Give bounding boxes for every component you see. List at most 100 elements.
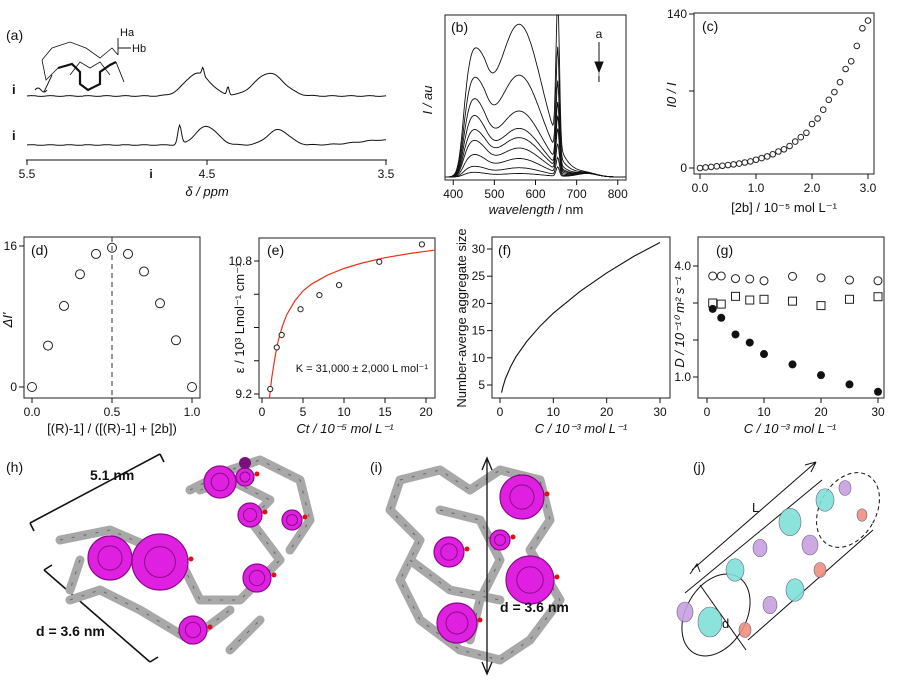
oxygen-atom bbox=[254, 471, 260, 477]
data-point bbox=[730, 161, 737, 168]
length-bracket bbox=[29, 453, 161, 524]
x-tick-label: 0.0 bbox=[24, 405, 41, 419]
open-square-point bbox=[716, 299, 726, 309]
orbital-lobe bbox=[752, 538, 768, 558]
data-point bbox=[763, 153, 771, 160]
data-point bbox=[842, 65, 849, 73]
length-label: 5.1 nm bbox=[90, 467, 134, 483]
y-axis-title: I0 / I bbox=[664, 82, 679, 108]
x-tick-label: 10 bbox=[757, 405, 771, 419]
y-tick-label: 140 bbox=[667, 7, 687, 21]
x-tick-label: 700 bbox=[567, 187, 587, 201]
fullerene-cage bbox=[509, 484, 535, 510]
data-point bbox=[814, 115, 821, 122]
fullerene-cage bbox=[239, 471, 251, 483]
backbone-detail bbox=[69, 559, 261, 651]
fullerene-cage bbox=[97, 545, 123, 571]
data-point bbox=[267, 385, 274, 393]
orbital-lobe bbox=[815, 488, 835, 512]
emission-spectra bbox=[445, 14, 626, 178]
x-tick-label: 10 bbox=[547, 405, 561, 419]
y-tick-label: 1.0 bbox=[674, 370, 691, 384]
orbital-lobe bbox=[856, 508, 868, 522]
data-point bbox=[864, 17, 872, 24]
data-point bbox=[853, 42, 861, 50]
open-square-point bbox=[873, 292, 883, 302]
fullerene bbox=[203, 465, 237, 499]
x-tick-label: 0.0 bbox=[692, 181, 709, 195]
fit-curve bbox=[268, 249, 435, 399]
backbone-detail bbox=[439, 509, 501, 641]
panel-h: (h) 5.1 nm d = 3.6 nm bbox=[6, 453, 315, 663]
orbital-lobe bbox=[725, 558, 745, 582]
open-square-point bbox=[816, 301, 826, 311]
x-tick-label: 30 bbox=[871, 405, 885, 419]
hb-label: Hb bbox=[132, 43, 146, 55]
data-point bbox=[43, 340, 53, 351]
x-tick-label: 20 bbox=[814, 405, 828, 419]
fullerene-cage bbox=[440, 543, 458, 561]
fullerene bbox=[87, 535, 133, 581]
fullerene bbox=[242, 563, 272, 593]
data-point bbox=[171, 335, 181, 346]
data-point bbox=[741, 159, 749, 166]
filled-circle-point bbox=[874, 387, 882, 396]
x-tick-label: 0 bbox=[497, 405, 504, 419]
data-point bbox=[59, 300, 69, 311]
fullerene-cage bbox=[242, 507, 258, 523]
data-point bbox=[91, 248, 101, 259]
diameter-label: d bbox=[722, 616, 729, 631]
plot-frame bbox=[491, 236, 671, 399]
panel-c-label: (c) bbox=[702, 18, 718, 34]
panel-j: (j) L d bbox=[676, 459, 880, 657]
x-tick-label: 1.0 bbox=[184, 405, 201, 419]
orbital-lobe bbox=[785, 578, 805, 602]
molecular-model bbox=[55, 455, 315, 655]
orbital-lobe bbox=[697, 606, 723, 638]
oxygen-atom bbox=[554, 574, 560, 580]
y-axis-title: ΔI' bbox=[0, 312, 15, 328]
data-point bbox=[696, 164, 704, 172]
y-axis-title: D / 10⁻¹⁰ m² s⁻¹ bbox=[672, 276, 687, 368]
panel-i-label: (i) bbox=[370, 459, 382, 475]
data-point bbox=[808, 120, 816, 128]
panel-f-label: (f) bbox=[498, 242, 511, 258]
orbital-lobe bbox=[762, 595, 778, 615]
panel-f: (f) Number-averge aggregate size C / 10⁻… bbox=[454, 228, 671, 436]
oxygen-atom bbox=[207, 624, 213, 630]
orbital-lobe bbox=[813, 562, 827, 578]
fullerene-cage bbox=[286, 514, 298, 526]
fullerene bbox=[281, 509, 303, 531]
data-point bbox=[278, 331, 285, 339]
diameter-arrow bbox=[481, 456, 493, 676]
open-circle-point bbox=[708, 271, 718, 281]
data-point bbox=[107, 242, 117, 253]
x-tick-label: 5 bbox=[300, 405, 307, 419]
data-point bbox=[836, 78, 844, 86]
y-tick-label: 30 bbox=[472, 242, 486, 256]
y-axis-title: ε / 10³ Lmol⁻¹ cm⁻¹ bbox=[232, 262, 247, 373]
plot-frame bbox=[693, 12, 875, 175]
fullerene bbox=[499, 474, 545, 520]
orbital-lobe bbox=[838, 480, 852, 496]
panel-h-label: (h) bbox=[6, 459, 23, 475]
fullerene-cage bbox=[144, 546, 176, 578]
fullerene bbox=[489, 529, 511, 551]
diameter-label: d = 3.6 nm bbox=[500, 599, 569, 615]
data-point bbox=[155, 298, 165, 309]
filled-circle-point bbox=[708, 304, 717, 313]
data-point bbox=[758, 154, 765, 162]
data-point bbox=[803, 129, 810, 137]
x-tick-label: 4.5 bbox=[199, 167, 216, 181]
x-tick-label: 0 bbox=[704, 405, 711, 419]
fullerene-cage bbox=[445, 611, 469, 635]
oxygen-atom bbox=[302, 514, 308, 520]
panel-d-label: (d) bbox=[31, 242, 48, 258]
x-tick-label: 800 bbox=[608, 187, 628, 201]
panel-b: 400 500 600 700 800 (b) a i I / au wavelengt… bbox=[420, 14, 628, 217]
panel-e-label: (e) bbox=[267, 242, 284, 258]
filled-circle-point bbox=[817, 371, 825, 380]
filled-circle-point bbox=[745, 338, 754, 347]
trace-label-top: i bbox=[12, 82, 16, 97]
data-point bbox=[187, 382, 197, 392]
